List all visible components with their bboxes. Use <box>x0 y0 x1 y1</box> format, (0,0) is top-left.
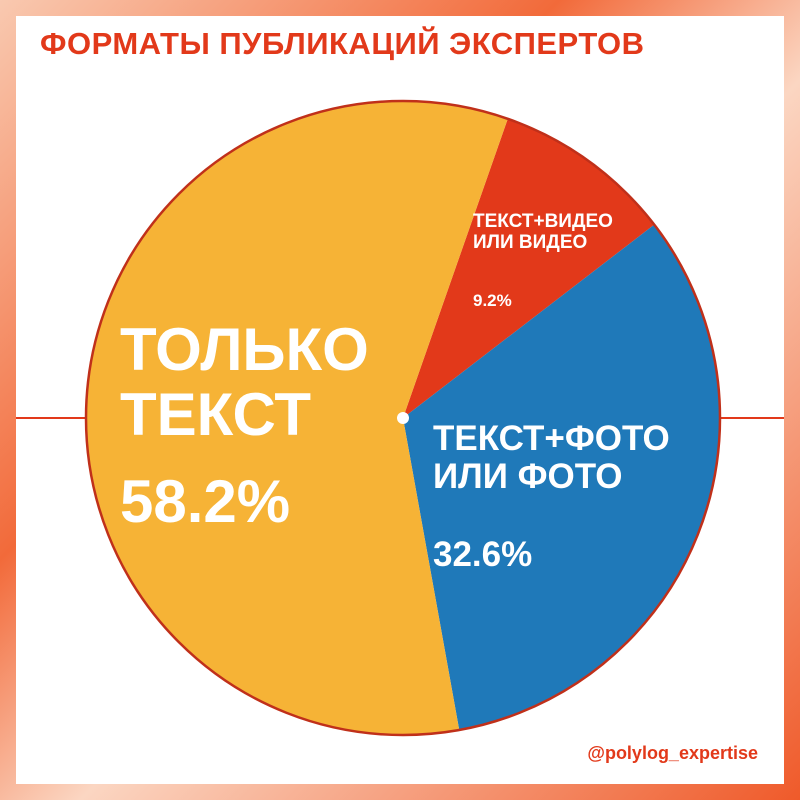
value-label: 9.2% <box>473 291 512 310</box>
center-dot <box>397 412 409 424</box>
slice-label: ТОЛЬКО ТЕКСТ <box>120 316 369 448</box>
slice-label: ТЕКСТ+ФОТО ИЛИ ФОТО <box>433 419 670 496</box>
pie-slice <box>403 224 720 730</box>
pie-slice <box>403 118 655 419</box>
pie-slice <box>86 101 508 736</box>
value-label: 58.2% <box>120 468 291 535</box>
source: @polylog_expertise <box>587 743 758 763</box>
slice-label: ТЕКСТ+ВИДЕО ИЛИ ВИДЕО <box>473 211 613 253</box>
value-label: 32.6% <box>433 535 533 574</box>
chart-title: ФОРМАТЫ ПУБЛИКАЦИЙ ЭКСПЕРТОВ <box>40 26 645 61</box>
pie-outline <box>84 99 722 737</box>
